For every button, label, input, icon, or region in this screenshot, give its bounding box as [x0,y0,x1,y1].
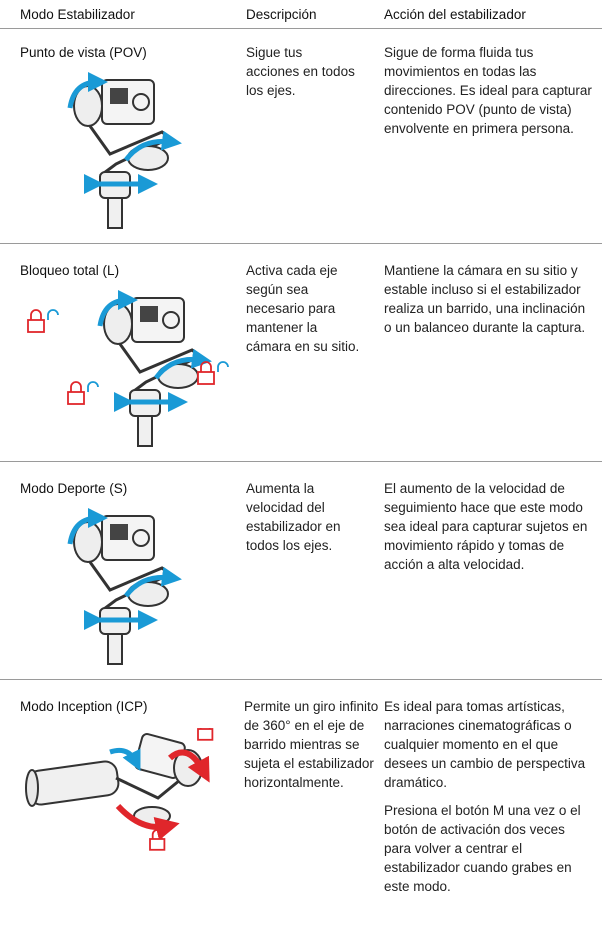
mode-description: Aumenta la velocidad del estabilizador e… [246,481,341,553]
divider [0,28,602,29]
divider [0,243,602,244]
mode-name: Modo Inception (ICP) [20,699,148,714]
header-cell: Modo Estabilizador [20,7,135,22]
paragraph: Presiona el botón M una vez o el botón d… [384,803,581,894]
mode-name: Modo Deporte (S) [20,481,128,496]
mode-action: Es ideal para tomas artísticas, narracio… [384,697,592,905]
mode-name: Bloqueo total (L) [20,263,120,278]
mode-action: El aumento de la velocidad de seguimient… [384,479,592,583]
mode-name: Punto de vista (POV) [20,45,147,60]
paragraph: Es ideal para tomas artísticas, narracio… [384,699,586,790]
mode-description: Sigue tus acciones en todos los ejes. [246,45,355,98]
illustration [25,728,214,851]
divider [0,461,602,462]
paragraph: Mantiene la cámara en su sitio y estable… [384,263,586,335]
header-cell: Descripción [246,7,317,22]
illustration [30,508,200,673]
mode-description: Permite un giro infinito de 360° en el e… [244,699,379,790]
divider [0,679,602,680]
mode-action: Mantiene la cámara en su sitio y estable… [384,261,592,346]
mode-action: Sigue de forma fluida tus movimientos en… [384,43,592,147]
paragraph: El aumento de la velocidad de seguimient… [384,481,588,572]
illustration [30,72,200,237]
mode-description: Activa cada eje según sea necesario para… [246,263,360,354]
paragraph: Sigue de forma fluida tus movimientos en… [384,45,592,136]
illustration [27,290,229,455]
header-cell: Acción del estabilizador [384,7,526,22]
